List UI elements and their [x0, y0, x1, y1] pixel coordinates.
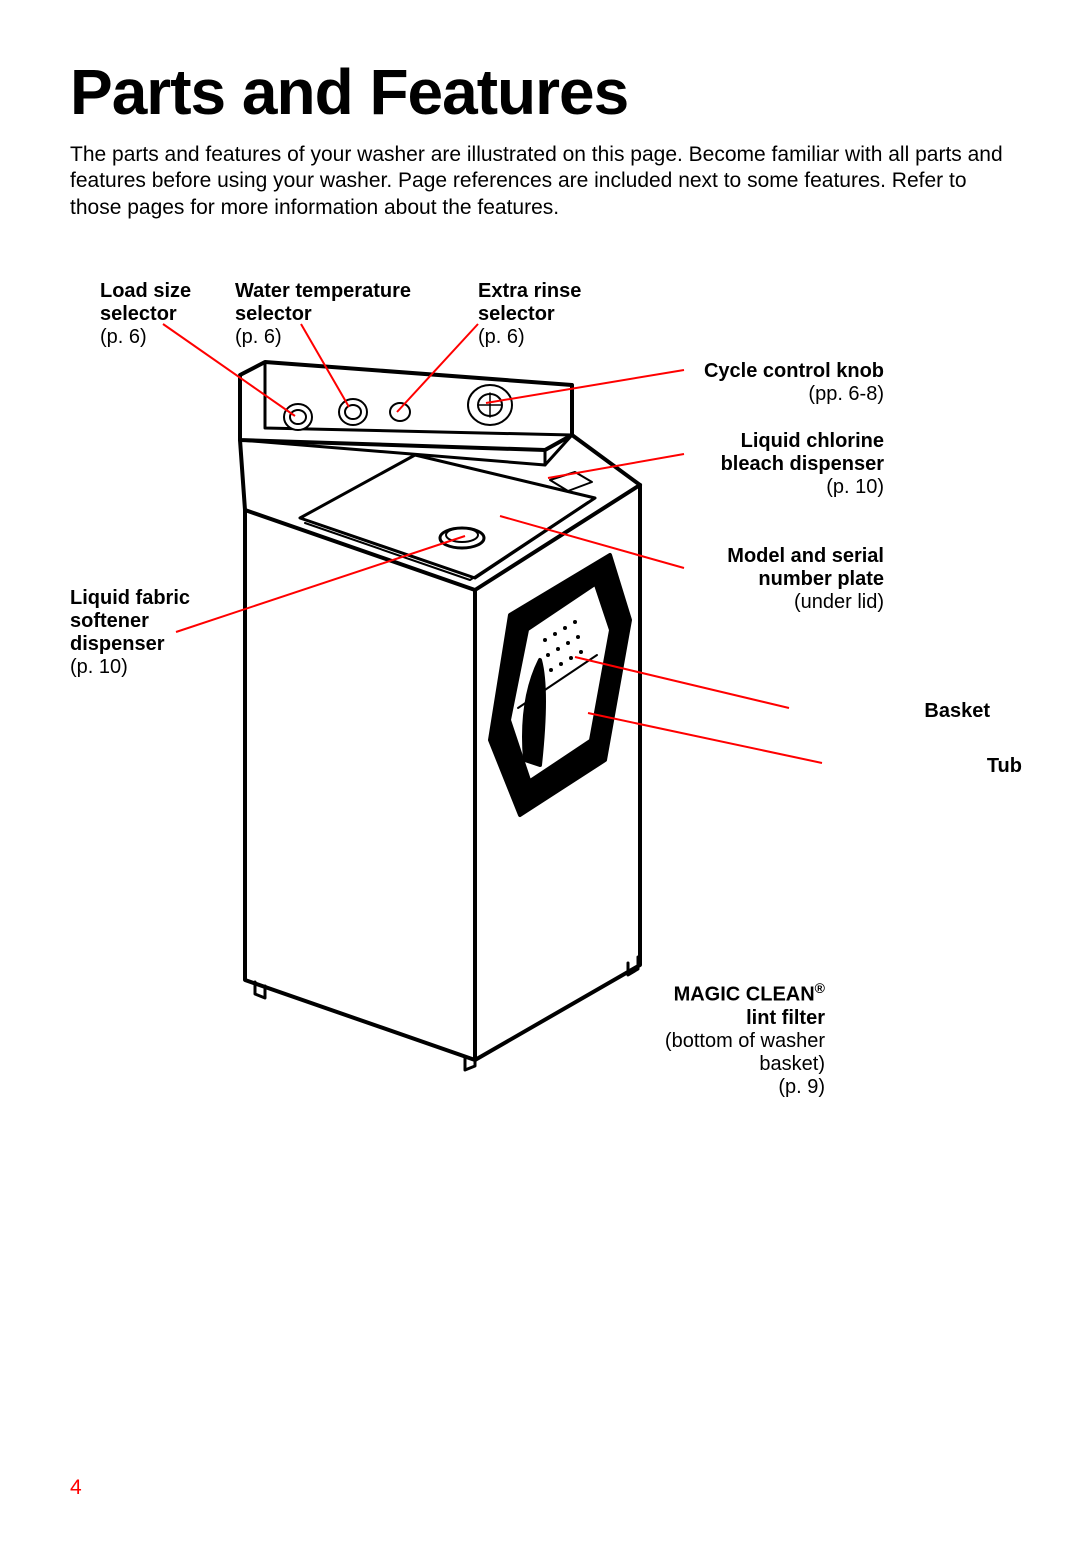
label-bold: Water temperature	[235, 280, 411, 303]
label-basket: Basket	[790, 700, 990, 723]
label-ref: (p. 9)	[625, 1076, 825, 1099]
label-bold: lint filter	[625, 1007, 825, 1030]
label-ref: (p. 6)	[235, 326, 411, 349]
label-ref: (p. 10)	[70, 656, 190, 679]
label-ref: (under lid)	[684, 591, 884, 614]
page-title: Parts and Features	[70, 60, 1010, 124]
label-bold: softener	[70, 610, 190, 633]
pointer-line-bleach-dispenser	[548, 454, 684, 478]
label-ref: (p. 10)	[684, 476, 884, 499]
label-bold: Tub	[822, 755, 1022, 778]
label-ref: (p. 6)	[100, 326, 191, 349]
pointer-line-cycle-knob	[486, 370, 684, 403]
label-bold: MAGIC CLEAN®	[625, 980, 825, 1007]
label-water-temp: Water temperatureselector(p. 6)	[235, 280, 411, 349]
diagram-area: Load sizeselector(p. 6)Water temperature…	[70, 260, 1010, 1260]
label-bold: selector	[235, 303, 411, 326]
pointer-line-tub	[588, 713, 822, 763]
label-bold: selector	[478, 303, 581, 326]
label-bold: bleach dispenser	[684, 453, 884, 476]
pointer-line-basket	[575, 657, 789, 708]
label-bold: Liquid fabric	[70, 587, 190, 610]
label-bold: dispenser	[70, 633, 190, 656]
label-model-plate: Model and serialnumber plate(under lid)	[684, 545, 884, 614]
label-ref: (bottom of washer basket)	[625, 1030, 825, 1076]
page-number: 4	[70, 1476, 82, 1500]
label-bold: Liquid chlorine	[684, 430, 884, 453]
pointer-line-model-plate	[500, 516, 684, 568]
label-load-size: Load sizeselector(p. 6)	[100, 280, 191, 349]
label-lint-filter: MAGIC CLEAN®lint filter(bottom of washer…	[625, 980, 825, 1099]
label-bold: Cycle control knob	[684, 360, 884, 383]
pointer-line-fabric-softener	[176, 536, 465, 632]
label-extra-rinse: Extra rinseselector(p. 6)	[478, 280, 581, 349]
label-bold: Load size	[100, 280, 191, 303]
label-bleach-dispenser: Liquid chlorinebleach dispenser(p. 10)	[684, 430, 884, 499]
label-bold: Extra rinse	[478, 280, 581, 303]
label-bold: number plate	[684, 568, 884, 591]
label-bold: Basket	[790, 700, 990, 723]
label-ref: (pp. 6-8)	[684, 383, 884, 406]
label-fabric-softener: Liquid fabricsoftenerdispenser(p. 10)	[70, 587, 190, 679]
intro-paragraph: The parts and features of your washer ar…	[70, 142, 1010, 221]
label-cycle-knob: Cycle control knob(pp. 6-8)	[684, 360, 884, 406]
label-tub: Tub	[822, 755, 1022, 778]
label-ref: (p. 6)	[478, 326, 581, 349]
label-bold: selector	[100, 303, 191, 326]
label-bold: Model and serial	[684, 545, 884, 568]
